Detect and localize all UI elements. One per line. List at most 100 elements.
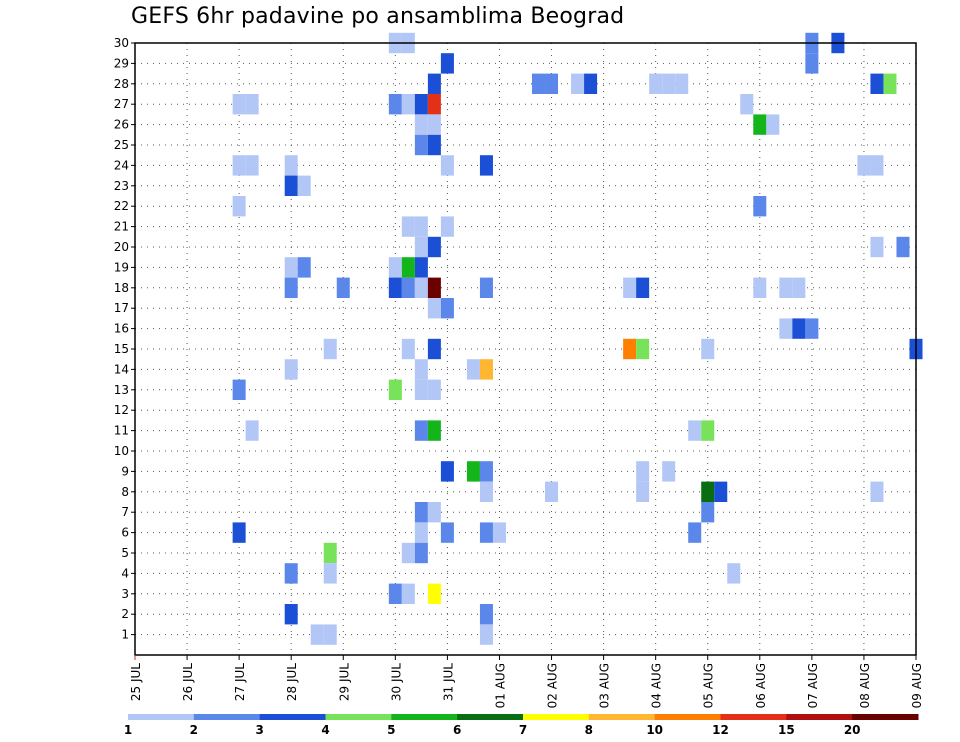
precip-cell bbox=[479, 481, 493, 502]
x-tick-label: 02 AUG bbox=[546, 663, 560, 708]
y-tick-label: 11 bbox=[114, 424, 129, 438]
precip-cell bbox=[701, 338, 715, 360]
precip-cell bbox=[545, 481, 559, 502]
precip-cell bbox=[414, 216, 428, 237]
precip-cell bbox=[427, 338, 441, 360]
precip-cell bbox=[414, 94, 428, 115]
precip-cell bbox=[232, 379, 246, 400]
precip-cell bbox=[297, 175, 311, 196]
precip-cell bbox=[427, 94, 441, 115]
precip-cell bbox=[545, 73, 559, 94]
y-tick-label: 25 bbox=[114, 138, 129, 152]
precip-cell bbox=[414, 542, 428, 564]
precip-cell bbox=[284, 563, 298, 584]
precip-cell bbox=[414, 359, 428, 380]
x-tick-label: 27 JUL bbox=[233, 663, 247, 701]
legend-label: 1 bbox=[124, 723, 132, 737]
x-tick-label: 03 AUG bbox=[598, 663, 612, 708]
y-tick-label: 1 bbox=[121, 628, 129, 642]
precip-cell bbox=[284, 277, 298, 298]
precip-cell bbox=[414, 502, 428, 523]
precip-cell bbox=[753, 196, 767, 217]
precip-cell bbox=[714, 481, 728, 502]
precip-cell bbox=[401, 583, 415, 604]
precip-cell bbox=[883, 73, 897, 94]
precip-cell bbox=[388, 257, 402, 278]
precip-cell bbox=[401, 542, 415, 564]
legend-label: 15 bbox=[778, 723, 795, 737]
precip-cell bbox=[688, 522, 702, 543]
precip-cell bbox=[414, 114, 428, 135]
precip-cell bbox=[284, 257, 298, 278]
x-tick-label: 05 AUG bbox=[702, 663, 716, 708]
precip-cell bbox=[323, 338, 337, 360]
y-axis: 1234567891011121314151617181920212223242… bbox=[114, 36, 135, 642]
precip-cell bbox=[284, 155, 298, 176]
legend-swatch bbox=[786, 714, 853, 720]
legend-label: 7 bbox=[519, 723, 527, 737]
precip-cell bbox=[284, 175, 298, 196]
y-tick-label: 21 bbox=[114, 220, 129, 234]
chart-title: GEFS 6hr padavine po ansamblima Beograd bbox=[131, 4, 625, 29]
precip-cell bbox=[232, 94, 246, 115]
precip-cell bbox=[440, 216, 454, 237]
x-tick-label: 26 JUL bbox=[181, 663, 195, 701]
precip-cell bbox=[779, 318, 793, 339]
precip-cell bbox=[532, 73, 546, 94]
y-tick-label: 3 bbox=[121, 587, 129, 601]
precip-cell bbox=[479, 359, 493, 380]
y-tick-label: 29 bbox=[114, 56, 129, 70]
precip-cell bbox=[440, 522, 454, 543]
precip-cell bbox=[662, 461, 676, 482]
y-tick-label: 26 bbox=[114, 118, 129, 132]
y-tick-label: 8 bbox=[121, 485, 129, 499]
y-tick-label: 2 bbox=[121, 607, 129, 621]
precip-cell bbox=[753, 277, 767, 298]
y-tick-label: 17 bbox=[114, 301, 129, 315]
precip-cell bbox=[440, 298, 454, 319]
y-tick-label: 4 bbox=[121, 566, 129, 580]
precip-cell bbox=[584, 73, 598, 94]
y-tick-label: 23 bbox=[114, 179, 129, 193]
y-tick-label: 6 bbox=[121, 526, 129, 540]
precip-cell bbox=[636, 481, 650, 502]
precip-cell bbox=[479, 277, 493, 298]
precip-cell bbox=[427, 502, 441, 523]
precip-cell bbox=[414, 257, 428, 278]
legend-label: 8 bbox=[585, 723, 593, 737]
legend-swatch bbox=[523, 714, 590, 720]
precip-cell bbox=[466, 461, 480, 482]
precip-cell bbox=[623, 277, 637, 298]
precip-cell bbox=[779, 277, 793, 298]
precip-cell bbox=[388, 583, 402, 604]
precip-cell bbox=[740, 94, 754, 115]
x-tick-label: 09 AUG bbox=[910, 663, 924, 708]
precip-cell bbox=[336, 277, 350, 298]
precip-cell bbox=[323, 563, 337, 584]
legend-label: 12 bbox=[712, 723, 729, 737]
y-tick-label: 30 bbox=[114, 36, 129, 50]
grid bbox=[134, 42, 917, 655]
y-tick-label: 28 bbox=[114, 77, 129, 91]
x-tick-label: 31 JUL bbox=[441, 663, 455, 701]
precip-cell bbox=[310, 624, 324, 645]
precip-cell bbox=[479, 522, 493, 543]
y-tick-label: 12 bbox=[114, 403, 129, 417]
x-tick-label: 29 JUL bbox=[337, 663, 351, 701]
legend-swatch bbox=[654, 714, 721, 720]
legend-label: 20 bbox=[844, 723, 861, 737]
legend-label: 2 bbox=[190, 723, 198, 737]
precip-cell bbox=[479, 155, 493, 176]
y-tick-label: 20 bbox=[114, 240, 129, 254]
precip-cell bbox=[479, 604, 493, 625]
legend-label: 10 bbox=[646, 723, 663, 737]
precip-cell bbox=[805, 53, 819, 74]
precip-cell bbox=[753, 114, 767, 135]
precip-cell bbox=[727, 563, 741, 584]
y-tick-label: 24 bbox=[114, 158, 129, 172]
precip-cell bbox=[427, 73, 441, 94]
precip-cell bbox=[440, 155, 454, 176]
precip-cell bbox=[284, 359, 298, 380]
precip-cell bbox=[766, 114, 780, 135]
